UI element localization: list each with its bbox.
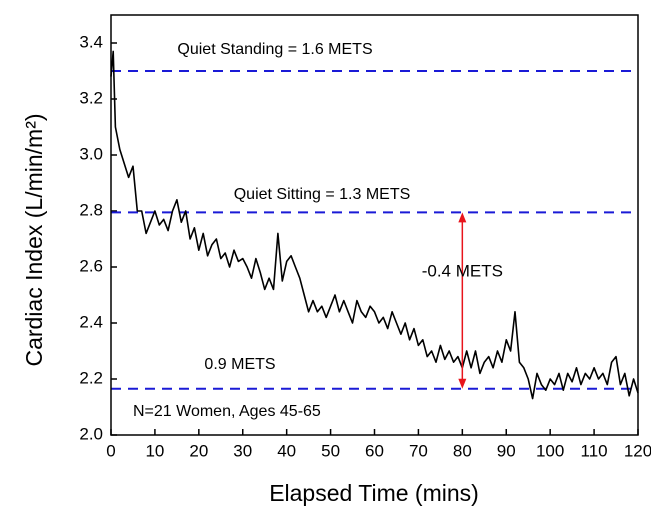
x-tick-label: 0 [106, 441, 115, 460]
x-tick-label: 70 [409, 441, 428, 460]
x-tick-label: 30 [233, 441, 252, 460]
x-tick-label: 10 [145, 441, 164, 460]
y-tick-label: 2.4 [79, 312, 103, 331]
x-tick-label: 100 [536, 441, 564, 460]
annotation: N=21 Women, Ages 45-65 [133, 403, 321, 420]
x-tick-label: 90 [497, 441, 516, 460]
y-tick-label: 2.0 [79, 424, 103, 443]
x-axis-label: Elapsed Time (mins) [269, 480, 479, 506]
x-tick-label: 110 [581, 441, 608, 460]
annotation: Quiet Sitting = 1.3 METS [234, 186, 411, 203]
x-tick-label: 120 [624, 441, 651, 460]
arrow-label: -0.4 METS [422, 261, 503, 280]
x-tick-label: 40 [277, 441, 296, 460]
data-line [110, 50, 639, 400]
x-tick-label: 50 [321, 441, 340, 460]
annotation: 0.9 METS [204, 356, 275, 373]
y-axis-label: Cardiac Index (L/min/m²) [21, 113, 47, 366]
y-tick-label: 3.0 [79, 144, 103, 163]
y-tick-label: 2.2 [79, 368, 103, 387]
arrow-head [458, 212, 467, 223]
annotation: Quiet Standing = 1.6 METS [177, 41, 372, 58]
x-tick-label: 60 [365, 441, 384, 460]
y-tick-label: 3.4 [79, 32, 103, 51]
plot-frame [110, 14, 639, 436]
x-tick-label: 80 [453, 441, 472, 460]
y-tick-label: 2.6 [79, 256, 103, 275]
y-tick-label: 2.8 [79, 200, 103, 219]
arrow-head [458, 378, 467, 389]
y-tick-label: 3.2 [79, 88, 103, 107]
x-tick-label: 20 [189, 441, 208, 460]
